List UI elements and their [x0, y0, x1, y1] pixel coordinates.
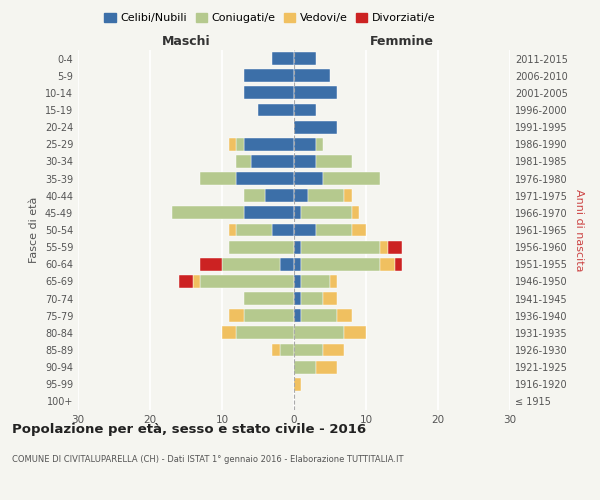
Bar [236, 172, 294, 185]
Bar [301, 310, 337, 322]
Bar [316, 360, 337, 374]
Bar [308, 190, 344, 202]
Bar [200, 258, 222, 270]
Text: Popolazione per età, sesso e stato civile - 2016: Popolazione per età, sesso e stato civil… [12, 422, 366, 436]
Bar [200, 172, 236, 185]
Bar [229, 240, 294, 254]
Bar [294, 378, 301, 390]
Bar [222, 326, 236, 340]
Y-axis label: Fasce di età: Fasce di età [29, 197, 39, 263]
Legend: Celibi/Nubili, Coniugati/e, Vedovi/e, Divorziati/e: Celibi/Nubili, Coniugati/e, Vedovi/e, Di… [100, 8, 440, 28]
Bar [244, 206, 294, 220]
Bar [179, 275, 193, 288]
Bar [172, 206, 244, 220]
Bar [301, 240, 380, 254]
Text: Maschi: Maschi [161, 36, 211, 49]
Bar [272, 224, 294, 236]
Bar [323, 344, 344, 356]
Bar [323, 172, 380, 185]
Bar [244, 190, 265, 202]
Bar [229, 310, 244, 322]
Bar [352, 206, 359, 220]
Bar [301, 206, 352, 220]
Bar [294, 190, 308, 202]
Bar [244, 70, 294, 82]
Bar [294, 70, 330, 82]
Bar [344, 190, 352, 202]
Bar [344, 326, 366, 340]
Bar [258, 104, 294, 117]
Bar [294, 344, 323, 356]
Bar [301, 275, 330, 288]
Bar [316, 224, 352, 236]
Bar [294, 172, 323, 185]
Text: Femmine: Femmine [370, 36, 434, 49]
Bar [229, 224, 236, 236]
Bar [294, 120, 337, 134]
Bar [294, 206, 301, 220]
Bar [280, 258, 294, 270]
Bar [380, 240, 388, 254]
Bar [294, 104, 316, 117]
Bar [244, 310, 294, 322]
Bar [244, 138, 294, 150]
Bar [280, 344, 294, 356]
Bar [294, 292, 301, 305]
Bar [294, 360, 316, 374]
Bar [294, 275, 301, 288]
Bar [200, 275, 294, 288]
Bar [316, 155, 352, 168]
Bar [272, 344, 280, 356]
Bar [294, 310, 301, 322]
Bar [294, 326, 344, 340]
Bar [244, 292, 294, 305]
Bar [251, 155, 294, 168]
Bar [388, 240, 402, 254]
Bar [337, 310, 352, 322]
Bar [193, 275, 200, 288]
Bar [316, 138, 323, 150]
Bar [229, 138, 236, 150]
Bar [265, 190, 294, 202]
Bar [236, 155, 251, 168]
Bar [352, 224, 366, 236]
Bar [236, 224, 272, 236]
Bar [323, 292, 337, 305]
Bar [294, 52, 316, 65]
Bar [294, 240, 301, 254]
Bar [222, 258, 280, 270]
Bar [395, 258, 402, 270]
Bar [294, 224, 316, 236]
Bar [236, 326, 294, 340]
Bar [294, 138, 316, 150]
Bar [236, 138, 244, 150]
Bar [272, 52, 294, 65]
Bar [294, 155, 316, 168]
Y-axis label: Anni di nascita: Anni di nascita [574, 188, 584, 271]
Bar [301, 258, 380, 270]
Bar [294, 258, 301, 270]
Bar [244, 86, 294, 100]
Text: COMUNE DI CIVITALUPARELLA (CH) - Dati ISTAT 1° gennaio 2016 - Elaborazione TUTTI: COMUNE DI CIVITALUPARELLA (CH) - Dati IS… [12, 455, 404, 464]
Bar [301, 292, 323, 305]
Bar [380, 258, 395, 270]
Bar [294, 86, 337, 100]
Bar [330, 275, 337, 288]
